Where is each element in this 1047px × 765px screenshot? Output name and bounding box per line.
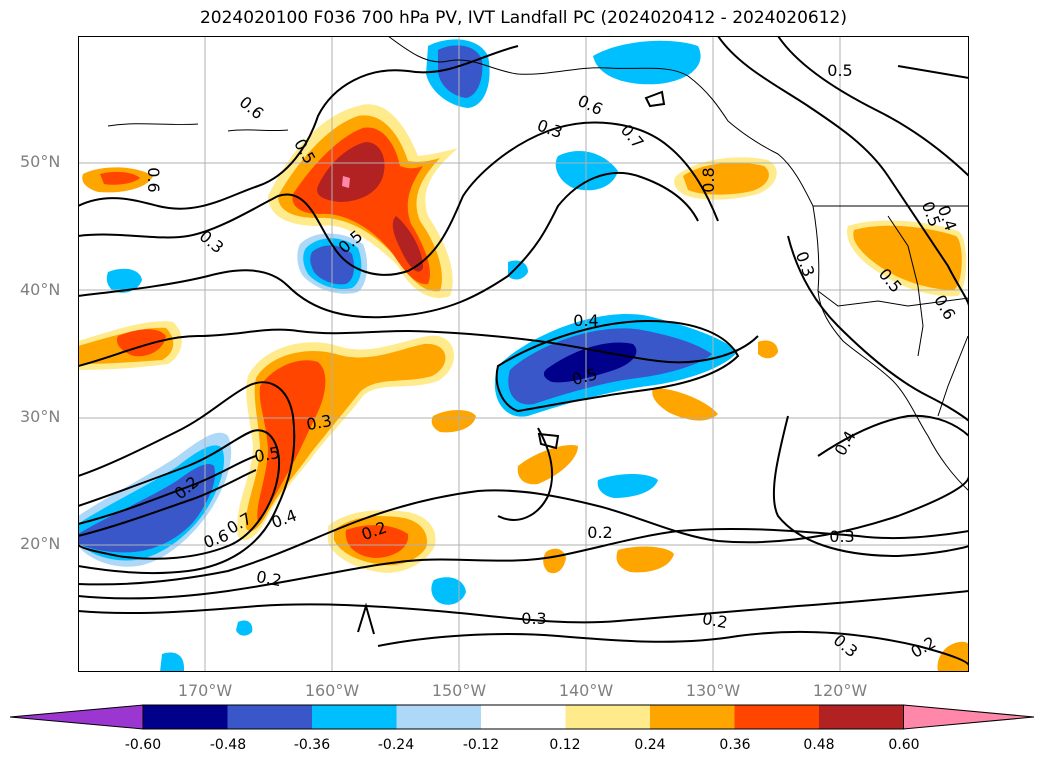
- colorbar-segment: [650, 705, 735, 729]
- map-panel: 0.6 0.5 0.6 0.3 0.5 0.3 0.6 0.7 0.5 0.8 …: [78, 36, 969, 672]
- colorbar-tick-label: 0.24: [634, 737, 666, 753]
- negative-anomaly-region: [593, 40, 701, 85]
- colorbar: [10, 704, 1035, 730]
- negative-anomaly-region: [555, 151, 618, 191]
- colorbar-segment: [312, 705, 397, 729]
- colorbar-segment: [481, 705, 566, 729]
- contour-label: 0.2: [701, 609, 729, 632]
- positive-anomaly-region: [257, 360, 326, 522]
- negative-anomaly-region: [78, 463, 216, 553]
- contour-label: 0.2: [255, 567, 283, 590]
- lat-label-30n: 30°N: [20, 407, 61, 426]
- lon-label-160w: 160°W: [304, 681, 360, 700]
- lon-label-150w: 150°W: [431, 681, 487, 700]
- negative-anomaly-region: [438, 45, 483, 98]
- colorbar-tick-label: -0.12: [462, 737, 500, 753]
- positive-anomaly-region: [292, 127, 431, 285]
- colorbar-tick-label: 0.60: [888, 737, 920, 753]
- lon-label-170w: 170°W: [177, 681, 233, 700]
- lon-label-130w: 130°W: [685, 681, 741, 700]
- colorbar-tick-label: 0.36: [719, 737, 751, 753]
- contour-label: 0.3: [829, 527, 854, 546]
- negative-anomaly-region: [543, 342, 637, 383]
- negative-anomaly-region: [597, 474, 658, 498]
- contour-label: 0.8: [699, 167, 718, 192]
- contour-label: 0.6: [144, 167, 163, 192]
- contour-label: 0.4: [573, 311, 598, 330]
- map-title: 2024020100 F036 700 hPa PV, IVT Landfall…: [199, 8, 847, 28]
- positive-anomaly-region: [758, 340, 778, 359]
- positive-anomaly-region: [100, 171, 140, 185]
- colorbar-segment: [396, 705, 482, 729]
- contour-label: 0.3: [305, 411, 333, 434]
- contour-label: 0.2: [587, 523, 612, 542]
- positive-anomaly-region: [652, 388, 718, 421]
- positive-anomaly-region: [342, 176, 350, 188]
- colorbar-segment: [227, 705, 313, 729]
- colorbar-tick-label: -0.48: [209, 737, 247, 753]
- colorbar-segment: [143, 705, 228, 729]
- lat-label-20n: 20°N: [20, 534, 61, 553]
- map-frame: [78, 36, 969, 672]
- lat-label-40n: 40°N: [20, 280, 61, 299]
- lat-label-50n: 50°N: [20, 152, 61, 171]
- colorbar-tick-label: -0.60: [124, 737, 162, 753]
- positive-anomaly-region: [517, 444, 578, 485]
- negative-anomaly-region: [431, 577, 466, 605]
- colorbar-tick-label: -0.24: [377, 737, 415, 753]
- colorbar-tick-label: 0.48: [803, 737, 835, 753]
- negative-anomaly-region: [508, 260, 528, 280]
- negative-anomaly-region: [106, 268, 142, 293]
- lon-label-120w: 120°W: [812, 681, 868, 700]
- positive-anomaly-region: [317, 142, 423, 272]
- positive-anomaly-region: [345, 525, 409, 558]
- colorbar-segment: [819, 705, 904, 729]
- colorbar-extension-high: [903, 704, 1035, 730]
- coastline: [107, 36, 969, 492]
- pv-contours: [78, 36, 969, 667]
- colorbar-segment: [565, 705, 651, 729]
- positive-anomaly-region: [616, 546, 674, 573]
- contour-label: 0.5: [253, 443, 281, 466]
- colorbar-tick-label: 0.12: [549, 737, 581, 753]
- colorbar-segment: [734, 705, 820, 729]
- lon-label-140w: 140°W: [558, 681, 614, 700]
- negative-anomaly-region: [236, 620, 253, 636]
- positive-anomaly-region: [853, 225, 962, 290]
- contour-label: 0.3: [521, 609, 546, 628]
- positive-anomaly-region: [431, 410, 476, 433]
- contour-label: 0.5: [827, 61, 852, 80]
- colorbar-tick-label: -0.36: [293, 737, 331, 753]
- shaded-pv-field: [78, 39, 969, 672]
- negative-anomaly-region: [160, 652, 184, 672]
- colorbar-extension-low: [10, 704, 144, 730]
- colorbar-frame: [142, 704, 904, 730]
- positive-anomaly-region: [683, 162, 769, 195]
- colorbar-segments: [10, 704, 1035, 730]
